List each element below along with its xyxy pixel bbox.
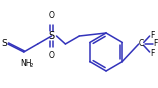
Text: O: O xyxy=(49,12,55,21)
Text: F: F xyxy=(150,48,155,57)
Text: 2: 2 xyxy=(30,63,33,68)
Text: NH: NH xyxy=(20,59,31,68)
Text: O: O xyxy=(49,51,55,61)
Text: F: F xyxy=(153,40,158,48)
Text: S: S xyxy=(49,31,55,41)
Text: F: F xyxy=(150,31,155,40)
Text: C: C xyxy=(139,40,144,48)
Text: S: S xyxy=(1,39,7,48)
